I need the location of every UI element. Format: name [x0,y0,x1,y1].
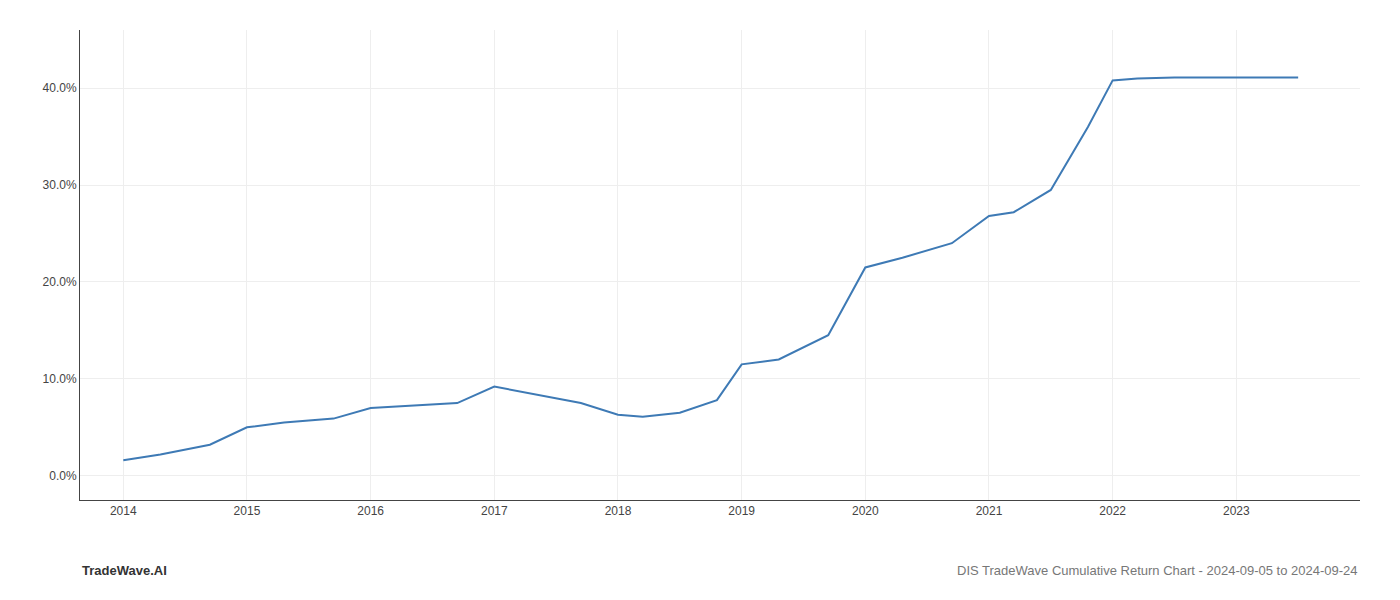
svg-text:DIS TradeWave Cumulative Retur: DIS TradeWave Cumulative Return Chart - … [957,563,1358,578]
svg-text:0.0%: 0.0% [49,469,77,483]
svg-text:2017: 2017 [481,504,508,518]
svg-text:2016: 2016 [357,504,384,518]
svg-text:2020: 2020 [852,504,879,518]
svg-text:30.0%: 30.0% [43,178,77,192]
svg-text:2019: 2019 [728,504,755,518]
svg-text:40.0%: 40.0% [43,81,77,95]
svg-text:2014: 2014 [110,504,137,518]
svg-text:2023: 2023 [1223,504,1250,518]
svg-text:10.0%: 10.0% [43,372,77,386]
svg-text:2015: 2015 [234,504,261,518]
svg-text:2018: 2018 [605,504,632,518]
svg-text:2021: 2021 [976,504,1003,518]
svg-text:20.0%: 20.0% [43,275,77,289]
svg-text:TradeWave.AI: TradeWave.AI [82,563,167,578]
svg-text:2022: 2022 [1099,504,1126,518]
